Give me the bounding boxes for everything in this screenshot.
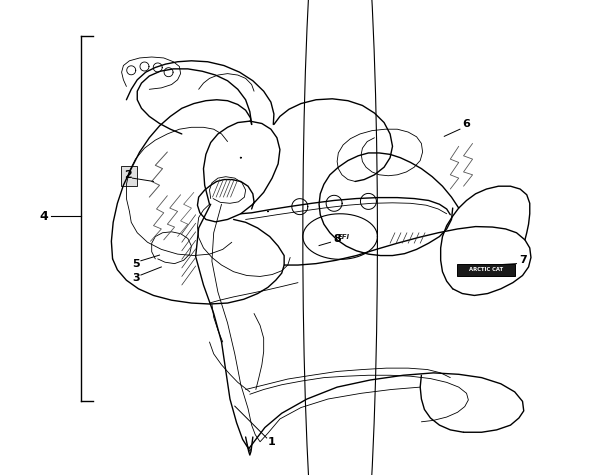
Text: 1: 1	[268, 437, 276, 447]
Text: 2: 2	[125, 170, 132, 180]
Text: 5: 5	[132, 258, 140, 269]
Text: EFI: EFI	[338, 234, 350, 239]
Text: 7: 7	[519, 255, 527, 266]
Text: 8: 8	[334, 234, 341, 244]
Text: 4: 4	[39, 209, 48, 223]
Text: 6: 6	[462, 119, 470, 130]
Text: ARCTIC CAT: ARCTIC CAT	[470, 267, 503, 272]
Bar	[122, 166, 137, 186]
Text: 3: 3	[132, 273, 140, 283]
FancyBboxPatch shape	[458, 264, 515, 276]
